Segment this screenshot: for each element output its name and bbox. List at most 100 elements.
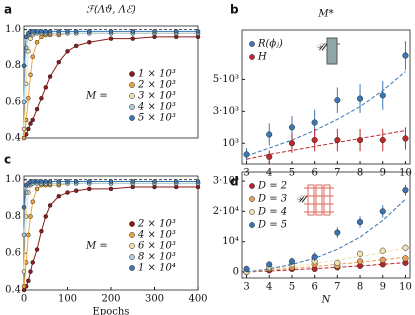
- data-point: [56, 59, 62, 65]
- legend-marker: [249, 209, 255, 215]
- x-tick-label: 5: [289, 282, 295, 293]
- legend-marker: [249, 222, 255, 228]
- data-point: [28, 214, 33, 219]
- panel-label: c: [4, 153, 11, 167]
- data-point: [56, 179, 62, 184]
- data-point: [379, 208, 386, 215]
- data-point: [34, 106, 40, 112]
- data-point: [73, 179, 79, 184]
- data-point: [152, 29, 157, 34]
- data-point: [34, 247, 40, 252]
- y-tick-label: 0.4: [5, 285, 21, 296]
- data-point: [47, 203, 53, 208]
- data-point: [21, 269, 27, 274]
- data-point: [311, 137, 318, 144]
- legend-label: D = 3: [257, 194, 287, 205]
- data-point: [34, 29, 40, 34]
- data-point: [21, 284, 27, 289]
- data-point: [26, 49, 31, 54]
- data-point: [243, 151, 250, 158]
- y-tick-label: 0.4: [5, 133, 21, 144]
- data-point: [39, 96, 44, 101]
- panel-title: ℱ(Λϑ, Λℰ): [86, 5, 136, 16]
- data-point: [43, 29, 48, 34]
- data-point: [174, 29, 179, 34]
- inset-label: 𝒰: [316, 43, 328, 54]
- data-point: [87, 186, 92, 192]
- data-point: [174, 179, 179, 184]
- data-point: [108, 179, 114, 184]
- fit-line: [246, 198, 406, 273]
- panel-label: d: [230, 175, 239, 189]
- legend-label: 6 × 10³: [138, 241, 176, 252]
- inset-gate: [326, 37, 338, 65]
- legend-label: 2 × 10³: [137, 219, 176, 230]
- data-point: [21, 232, 27, 238]
- data-point: [47, 179, 53, 184]
- y-tick-label: 1.0: [5, 174, 21, 185]
- data-point: [266, 131, 273, 138]
- data-point: [28, 121, 33, 126]
- data-point: [195, 179, 201, 184]
- data-point: [288, 124, 295, 131]
- y-tick-label: 3·10⁴: [213, 176, 239, 187]
- data-point: [39, 179, 44, 184]
- data-point: [334, 97, 341, 104]
- data-point: [21, 126, 27, 132]
- data-point: [195, 184, 201, 190]
- data-point: [130, 184, 135, 190]
- data-point: [152, 184, 157, 190]
- fit-line: [246, 262, 406, 273]
- data-point: [357, 95, 364, 102]
- data-point: [30, 199, 35, 204]
- data-point: [47, 74, 53, 79]
- y-tick-label: 0.8: [5, 60, 21, 71]
- data-point: [108, 186, 114, 192]
- data-point: [39, 29, 44, 34]
- data-point: [87, 29, 92, 34]
- legend-marker: [129, 115, 135, 121]
- data-point: [28, 36, 33, 41]
- y-tick-label: 1.0: [5, 24, 21, 35]
- data-point: [402, 135, 409, 142]
- data-point: [30, 117, 35, 123]
- legend-marker: [249, 54, 255, 60]
- legend-marker: [129, 232, 135, 238]
- x-tick-label: 6: [311, 282, 317, 293]
- legend-marker: [129, 254, 135, 260]
- legend-title: M =: [85, 91, 108, 102]
- legend-marker: [129, 93, 135, 99]
- data-point: [21, 287, 27, 293]
- x-tick-label: 8: [357, 168, 363, 179]
- data-point: [21, 135, 27, 141]
- inset-label: 𝒰: [296, 195, 308, 206]
- x-tick-label: 3: [243, 282, 249, 293]
- data-point: [402, 52, 409, 59]
- data-point: [402, 244, 409, 251]
- data-point: [357, 137, 364, 144]
- data-point: [26, 278, 31, 284]
- legend-label: R(ϕⱼ): [257, 39, 283, 50]
- plot-frame: [23, 25, 199, 139]
- legend-marker: [129, 265, 135, 271]
- data-point: [334, 229, 341, 236]
- data-point: [23, 190, 29, 195]
- y-tick-label: 3·10³: [213, 106, 239, 117]
- fit-line: [246, 247, 406, 273]
- data-point: [130, 179, 135, 184]
- data-point: [43, 85, 48, 90]
- y-tick-label: 10⁴: [222, 236, 239, 247]
- data-point: [56, 29, 62, 34]
- data-point: [23, 34, 29, 40]
- data-point: [28, 72, 33, 78]
- legend-label: 1 × 10⁴: [138, 263, 176, 274]
- inset-gate: [323, 184, 331, 216]
- panel-label: a: [4, 3, 12, 17]
- data-point: [379, 92, 386, 99]
- legend-label: 8 × 10³: [138, 252, 176, 263]
- data-point: [379, 256, 386, 263]
- legend-marker: [129, 104, 135, 110]
- legend-label: D = 5: [257, 220, 287, 231]
- plot-frame: [241, 29, 411, 165]
- data-point: [174, 184, 179, 190]
